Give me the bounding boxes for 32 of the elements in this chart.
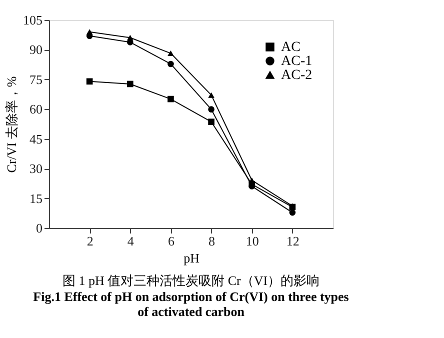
point <box>86 78 93 85</box>
legend-label: AC-1 <box>281 54 312 69</box>
point <box>208 118 214 125</box>
legend-label: AC <box>281 40 300 55</box>
x-tick-label: 12 <box>286 234 300 248</box>
y-tick-label: 15 <box>30 190 42 206</box>
x-tick-label: 4 <box>127 234 134 248</box>
y-tick-label: 30 <box>30 161 42 176</box>
caption: Fig.1 Effect of pH on adsorption of Cr(VI) on three types of activated carbon <box>33 289 349 319</box>
y-tick-label: 90 <box>30 42 42 58</box>
legend-label: AC-2 <box>281 68 312 83</box>
point <box>168 50 174 56</box>
y-tick-label: 60 <box>30 102 42 117</box>
y-tick-label: 75 <box>30 72 42 87</box>
x-tick-label: 10 <box>246 234 259 248</box>
x-tick-label: 6 <box>168 234 175 248</box>
point <box>208 106 214 112</box>
caption: 图 1 pH 值对三种活性炭吸附 Cr（VI）的影响 <box>62 273 320 288</box>
point <box>126 39 134 46</box>
point <box>208 92 214 98</box>
point <box>168 60 174 68</box>
y-tick-label: 45 <box>30 131 42 146</box>
x-tick-label: 2 <box>86 234 94 248</box>
point <box>168 96 174 102</box>
x-axis-title: pH <box>184 250 200 266</box>
point <box>289 209 296 216</box>
x-tick-label: 8 <box>208 234 216 248</box>
y-tick-label: 105 <box>23 12 42 28</box>
y-tick-label: 0 <box>36 220 42 236</box>
point <box>86 32 93 40</box>
y-axis-title: Cr/VI 去除率，% <box>4 76 19 173</box>
point <box>126 80 134 88</box>
